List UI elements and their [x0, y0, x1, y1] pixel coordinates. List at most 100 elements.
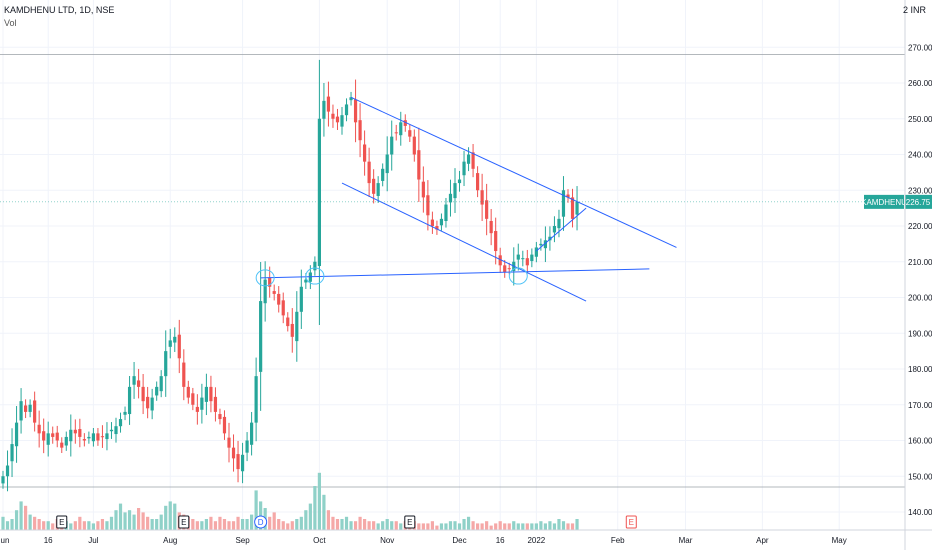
candle: [209, 386, 213, 402]
volume-bar: [281, 521, 285, 530]
volume-bar: [168, 501, 172, 530]
candle: [548, 236, 552, 241]
volume-bar: [5, 521, 10, 530]
candle: [344, 104, 349, 116]
volume-bar: [191, 519, 195, 530]
candle: [46, 433, 50, 445]
volume-bar: [290, 521, 294, 530]
volume-bar: [146, 516, 150, 530]
volume-bar: [195, 521, 199, 530]
highlight-circle: [305, 267, 325, 285]
volume-bar: [150, 519, 154, 530]
volume-bar: [254, 490, 258, 530]
candle: [521, 258, 525, 260]
volume-bar: [471, 521, 475, 530]
candle: [457, 179, 462, 184]
candle: [476, 173, 480, 191]
candle: [498, 255, 502, 266]
volume-bar: [317, 472, 321, 530]
candle: [33, 400, 37, 423]
x-tick-label: Sep: [235, 536, 250, 545]
trendline: [260, 268, 650, 279]
candle: [277, 293, 281, 305]
candle: [240, 454, 245, 472]
candle: [426, 195, 430, 216]
volume-bar: [313, 486, 317, 530]
volume-bar: [399, 523, 403, 530]
candle: [177, 334, 181, 359]
volume-bar: [100, 519, 105, 530]
volume-bar: [372, 521, 376, 530]
volume-bar: [552, 523, 557, 530]
volume-bar: [394, 521, 398, 530]
earnings-label: E: [181, 518, 186, 527]
volume-bar: [534, 523, 538, 530]
candle: [539, 243, 543, 246]
y-tick-label: 140.00: [908, 508, 932, 517]
candle: [444, 204, 448, 221]
y-tick-label: 250.00: [908, 115, 932, 124]
volume-bar: [87, 521, 91, 530]
event-marker-earnings: E: [178, 515, 190, 529]
candle: [430, 219, 434, 226]
drawings: [0, 96, 905, 302]
candle: [28, 404, 32, 412]
candle: [1, 476, 5, 484]
volume-bar: [570, 523, 575, 530]
candle: [331, 113, 335, 119]
volume-bar: [222, 519, 227, 530]
candle: [64, 436, 68, 446]
candle: [340, 115, 344, 127]
volume-bar: [385, 519, 389, 530]
trendline: [350, 96, 677, 248]
volume-bar: [308, 503, 312, 530]
volume-bar: [105, 521, 109, 530]
candle: [421, 181, 425, 198]
volume-bar: [480, 523, 484, 530]
candle: [448, 193, 453, 203]
currency-label: 2 INR: [902, 5, 926, 15]
earnings-marker: [404, 515, 416, 529]
candle: [146, 396, 150, 409]
volume-bar: [231, 521, 236, 530]
volume-bar: [114, 510, 118, 530]
earnings-marker: [178, 515, 190, 529]
candle: [5, 465, 10, 477]
volume-bar: [507, 523, 511, 530]
volume-bar: [430, 521, 434, 530]
candle: [372, 178, 376, 194]
candle: [439, 218, 444, 226]
volume-bar: [367, 521, 371, 530]
candle: [322, 100, 326, 119]
volume-bar: [548, 521, 552, 530]
y-tick-label: 210.00: [908, 258, 932, 267]
volume-bar: [132, 514, 136, 530]
candle: [376, 183, 380, 196]
candle: [381, 168, 385, 181]
volume-bar: [326, 510, 331, 530]
volume-bar: [381, 521, 385, 530]
candle: [570, 197, 575, 219]
x-tick-label: Jun: [0, 536, 9, 545]
x-tick-label: 16: [496, 536, 505, 545]
volume-bar: [349, 521, 353, 530]
volume-bar: [28, 514, 32, 530]
trendline: [536, 207, 587, 252]
volume-bar: [78, 516, 82, 530]
volume-bar: [118, 503, 123, 530]
candle: [200, 397, 204, 410]
candle: [462, 161, 466, 176]
volume-bar: [240, 519, 245, 530]
candle: [263, 279, 267, 304]
candle: [227, 437, 231, 448]
candle: [525, 258, 529, 266]
candle: [109, 429, 114, 432]
horizontal-lines: [0, 54, 905, 488]
volume-bar: [530, 523, 534, 530]
candle: [10, 444, 14, 462]
candle: [254, 376, 258, 423]
candle: [295, 311, 299, 342]
